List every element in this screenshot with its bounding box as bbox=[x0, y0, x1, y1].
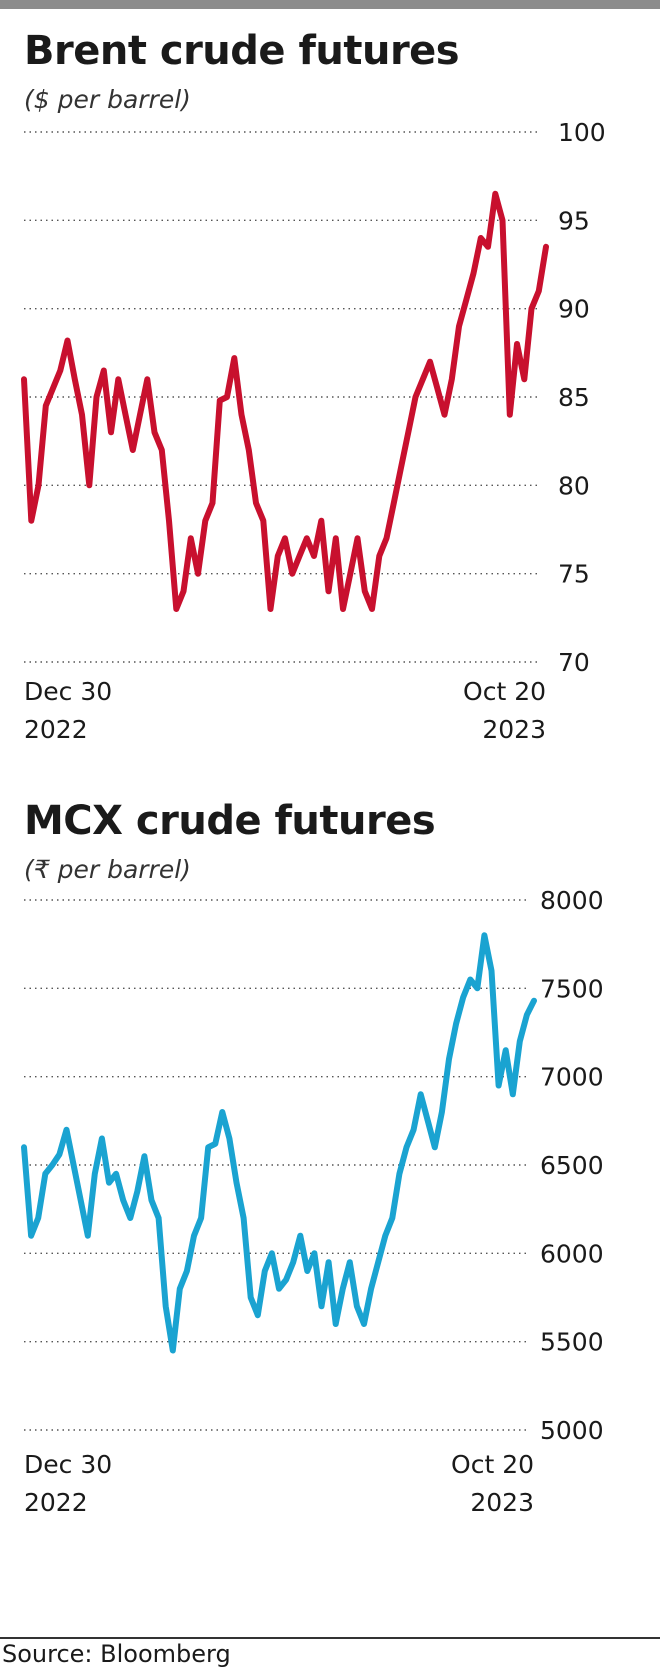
y-tick-label: 85 bbox=[558, 383, 590, 412]
y-tick-label: 100 bbox=[558, 118, 606, 147]
x-tick-label: Oct 20 bbox=[451, 1450, 534, 1479]
y-tick-label: 5500 bbox=[540, 1328, 604, 1357]
x-tick-label: Dec 30 bbox=[24, 1450, 112, 1479]
mcx-chart: 8000 7500 7000 6500 6000 5500 5000 Dec 30 2022 Oc… bbox=[21, 886, 604, 1517]
chart-title-mcx: MCX crude futures bbox=[24, 798, 436, 844]
x-tick-label: Dec 30 bbox=[24, 677, 112, 706]
y-tick-label: 6000 bbox=[540, 1239, 604, 1268]
y-tick-label: 95 bbox=[558, 206, 590, 235]
y-tick-label: 6500 bbox=[540, 1151, 604, 1180]
brent-chart: 100 95 90 85 80 75 70 Dec 30 2022 Oct 20 2023 bbox=[21, 118, 606, 744]
x-tick-label: Oct 20 bbox=[463, 677, 546, 706]
x-tick-label-year: 2022 bbox=[24, 1488, 88, 1517]
y-tick-label: 75 bbox=[558, 560, 590, 589]
series-line bbox=[21, 932, 537, 1354]
x-tick-label-year: 2023 bbox=[482, 715, 546, 744]
top-bar bbox=[0, 0, 660, 9]
source-note: Source: Bloomberg bbox=[2, 1640, 231, 1668]
chart-subtitle-mcx: (₹ per barrel) bbox=[24, 855, 191, 884]
y-tick-label: 8000 bbox=[540, 886, 604, 915]
y-tick-label: 80 bbox=[558, 471, 590, 500]
x-tick-label-year: 2022 bbox=[24, 715, 88, 744]
y-tick-label: 7000 bbox=[540, 1063, 604, 1092]
source-divider bbox=[0, 1637, 660, 1639]
y-tick-label: 7500 bbox=[540, 974, 604, 1003]
y-tick-label: 70 bbox=[558, 648, 590, 677]
y-tick-label: 90 bbox=[558, 295, 590, 324]
chart-subtitle-brent: ($ per barrel) bbox=[24, 85, 191, 114]
series-line bbox=[21, 190, 549, 612]
y-tick-label: 5000 bbox=[540, 1416, 604, 1445]
chart-title-brent: Brent crude futures bbox=[24, 28, 460, 74]
x-tick-label-year: 2023 bbox=[470, 1488, 534, 1517]
